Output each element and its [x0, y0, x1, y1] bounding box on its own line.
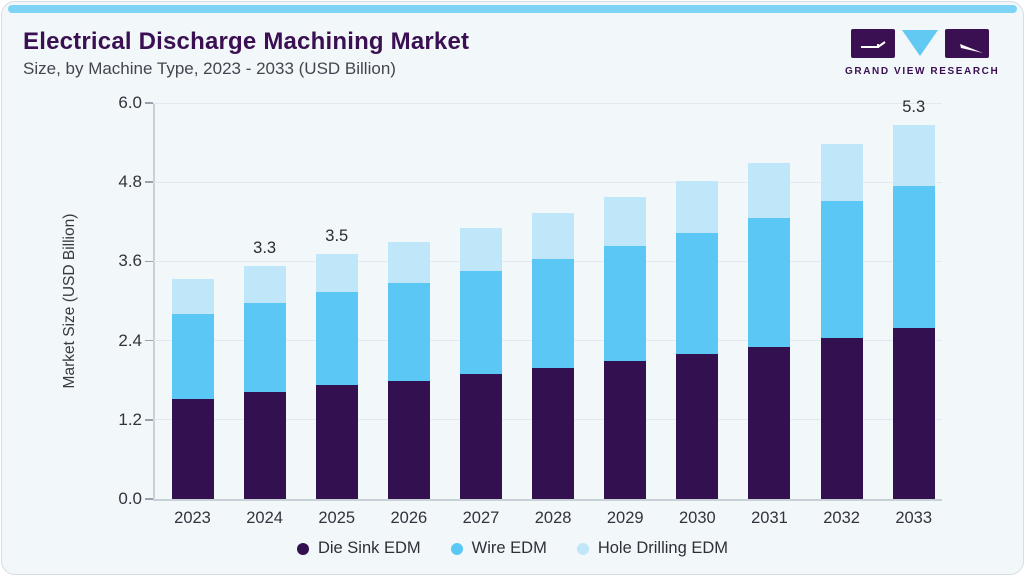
x-tick-label: 2023	[174, 509, 211, 527]
bar-segment-wire-edm	[459, 271, 502, 374]
top-accent-bar	[8, 5, 1017, 13]
bar-segment-die-sink-edm	[171, 398, 214, 499]
bar-segment-hole-drilling-edm	[171, 279, 214, 314]
page-subtitle: Size, by Machine Type, 2023 - 2033 (USD …	[23, 59, 396, 78]
y-tick-label: 2.4	[118, 330, 142, 350]
legend-swatch-icon	[450, 542, 463, 555]
bar-segment-wire-edm	[604, 245, 647, 361]
y-tick-label: 6.0	[118, 93, 142, 112]
bar-segment-hole-drilling-edm	[604, 197, 647, 246]
gridline	[154, 181, 942, 183]
y-tick-label: 3.6	[118, 251, 142, 271]
y-tick-mark	[145, 181, 153, 183]
legend-label: Die Sink EDM	[317, 539, 421, 557]
bar-total-label: 3.3	[253, 238, 277, 257]
y-tick-mark	[145, 260, 153, 263]
legend-item: Hole Drilling EDM	[576, 539, 729, 558]
bar-segment-wire-edm	[820, 201, 863, 338]
legend-label: Wire EDM	[471, 539, 547, 557]
bar-segment-wire-edm	[892, 185, 935, 329]
bar-segment-die-sink-edm	[604, 360, 647, 499]
bar-segment-wire-edm	[171, 313, 214, 399]
bar-segment-wire-edm	[532, 259, 575, 368]
legend-swatch-icon	[576, 542, 589, 555]
x-tick-label: 2024	[246, 509, 283, 527]
x-tick-label: 2033	[895, 509, 933, 527]
logo-v-triangle-icon	[902, 30, 938, 56]
bar-segment-wire-edm	[387, 282, 430, 381]
bar-segment-wire-edm	[676, 233, 719, 355]
y-tick-mark	[145, 339, 153, 342]
legend-item: Die Sink EDM	[296, 539, 421, 558]
bar-segment-die-sink-edm	[459, 373, 502, 499]
bar-segment-hole-drilling-edm	[676, 181, 719, 234]
bar-segment-wire-edm	[315, 292, 358, 386]
bar-segment-hole-drilling-edm	[892, 124, 935, 186]
legend-label: Hole Drilling EDM	[597, 539, 729, 557]
bar-segment-hole-drilling-edm	[748, 162, 791, 219]
bar-segment-hole-drilling-edm	[243, 265, 286, 303]
logo-g-block	[851, 29, 895, 58]
x-tick-label: 2029	[606, 509, 644, 527]
x-axis-line	[153, 499, 942, 501]
x-tick-label: 2030	[678, 509, 716, 527]
chart-legend: Die Sink EDM Wire EDM Hole Drilling EDM	[2, 539, 1023, 558]
bar-segment-die-sink-edm	[892, 328, 935, 499]
bar-total-label: 5.3	[902, 97, 926, 116]
grand-view-research-logo: GRAND VIEW RESEARCH	[845, 29, 1000, 77]
bar-segment-die-sink-edm	[748, 346, 791, 499]
bar-segment-wire-edm	[243, 303, 286, 392]
logo-r-block	[945, 29, 989, 58]
legend-swatch-icon	[296, 542, 309, 555]
x-tick-label: 2031	[751, 509, 788, 527]
y-axis-line	[153, 103, 155, 499]
bar-segment-die-sink-edm	[820, 337, 863, 499]
gridline	[154, 102, 942, 104]
y-tick-mark	[145, 498, 153, 500]
y-tick-mark	[145, 419, 153, 421]
y-tick-label: 4.8	[118, 172, 142, 192]
y-tick-label: 0.0	[118, 489, 142, 508]
page-title: Electrical Discharge Machining Market	[23, 28, 470, 55]
y-tick-label: 1.2	[118, 409, 142, 429]
y-tick-mark	[145, 102, 153, 104]
x-tick-label: 2027	[462, 509, 500, 527]
bar-segment-hole-drilling-edm	[459, 228, 502, 272]
logo-glyphs	[845, 29, 995, 60]
bar-segment-hole-drilling-edm	[387, 241, 430, 283]
bar-segment-die-sink-edm	[532, 367, 575, 499]
bar-segment-hole-drilling-edm	[315, 253, 358, 293]
x-tick-label: 2028	[534, 509, 572, 527]
bar-segment-hole-drilling-edm	[532, 213, 575, 260]
y-axis-title: Market Size (USD Billion)	[61, 213, 78, 389]
bar-total-label: 3.5	[325, 226, 349, 245]
bar-segment-die-sink-edm	[243, 391, 286, 499]
logo-wordmark: GRAND VIEW RESEARCH	[845, 66, 1000, 77]
logo-r-glyph	[960, 44, 983, 53]
bar-segment-die-sink-edm	[676, 354, 719, 499]
bar-segment-die-sink-edm	[387, 380, 430, 499]
bar-segment-wire-edm	[748, 218, 791, 347]
legend-item: Wire EDM	[450, 539, 547, 558]
x-tick-label: 2032	[823, 509, 860, 527]
bar-segment-hole-drilling-edm	[820, 143, 863, 202]
logo-g-glyph	[861, 41, 886, 48]
bar-segment-die-sink-edm	[315, 385, 358, 499]
x-tick-label: 2025	[318, 509, 356, 527]
x-tick-label: 2026	[390, 509, 428, 527]
